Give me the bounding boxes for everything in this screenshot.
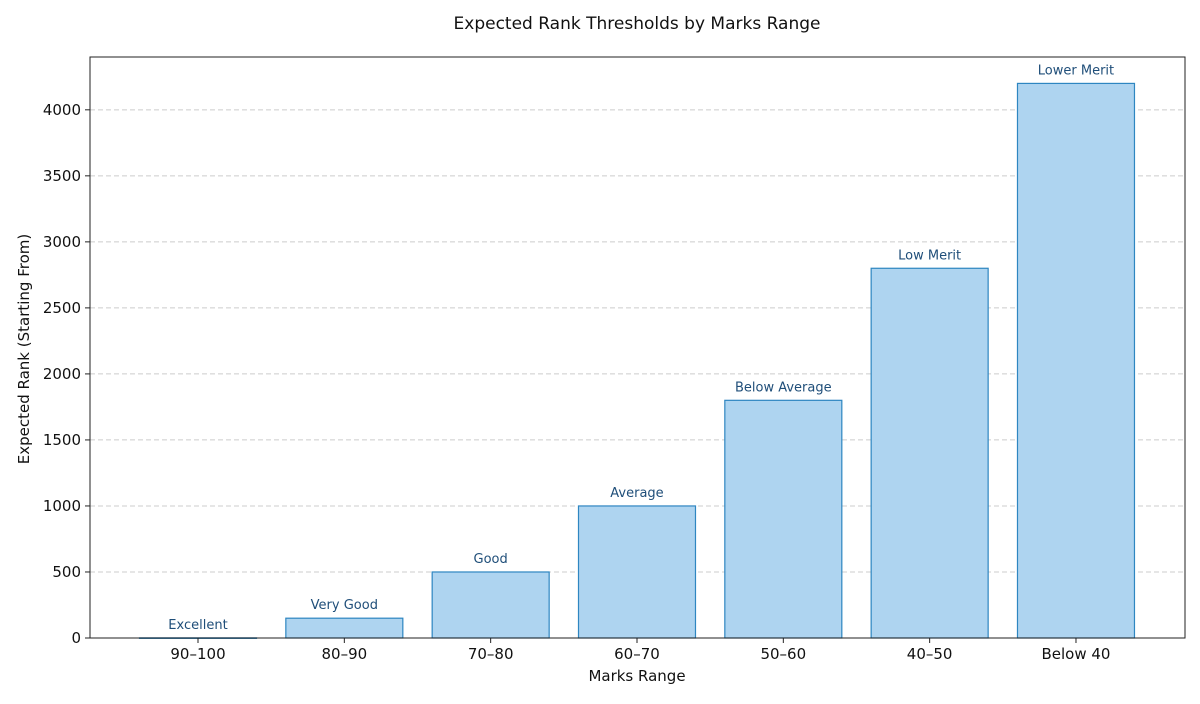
bar-labels: Excellent Very Good Good Average Below Avera… — [168, 63, 1114, 632]
x-tick-label: 90–100 — [170, 645, 225, 663]
y-tick-label: 0 — [71, 629, 81, 647]
y-tick-label: 4000 — [43, 101, 81, 119]
y-tick-label: 3000 — [43, 233, 81, 251]
bar-data-label: Low Merit — [898, 248, 961, 263]
plot-frame — [89, 56, 1186, 639]
x-tick-label: 40–50 — [907, 645, 953, 663]
bar — [577, 505, 697, 639]
bar — [870, 267, 989, 639]
bar — [724, 399, 843, 639]
bar-data-label: Below Average — [735, 380, 832, 395]
bar — [1016, 82, 1136, 639]
y-axis-ticks: 0 500 1000 1500 2000 2500 3000 3500 4000 — [43, 101, 90, 647]
bars — [138, 82, 1136, 639]
y-axis-label: Expected Rank (Starting From) — [15, 234, 33, 464]
bar-data-label: Very Good — [311, 598, 378, 613]
x-tick-label: 60–70 — [614, 645, 660, 663]
y-tick-label: 1500 — [43, 431, 81, 449]
y-tick-label: 1000 — [43, 497, 81, 515]
x-axis-label: Marks Range — [588, 667, 685, 685]
x-tick-label: 50–60 — [760, 645, 806, 663]
bar-data-label: Lower Merit — [1038, 63, 1114, 78]
bar — [431, 571, 550, 639]
x-axis-ticks: 90–100 80–90 70–80 60–70 50–60 40–50 Below 40 — [170, 638, 1110, 663]
x-tick-label: Below 40 — [1041, 645, 1110, 663]
chart-title: Expected Rank Thresholds by Marks Range — [454, 14, 821, 34]
y-tick-label: 500 — [52, 563, 81, 581]
x-tick-label: 80–90 — [321, 645, 367, 663]
bar-data-label: Good — [474, 552, 508, 567]
y-tick-label: 2500 — [43, 299, 81, 317]
y-tick-label: 2000 — [43, 365, 81, 383]
bar-data-label: Excellent — [168, 618, 227, 633]
x-tick-label: 70–80 — [468, 645, 514, 663]
bar-data-label: Average — [610, 486, 663, 501]
bar — [285, 617, 404, 639]
y-tick-label: 3500 — [43, 167, 81, 185]
